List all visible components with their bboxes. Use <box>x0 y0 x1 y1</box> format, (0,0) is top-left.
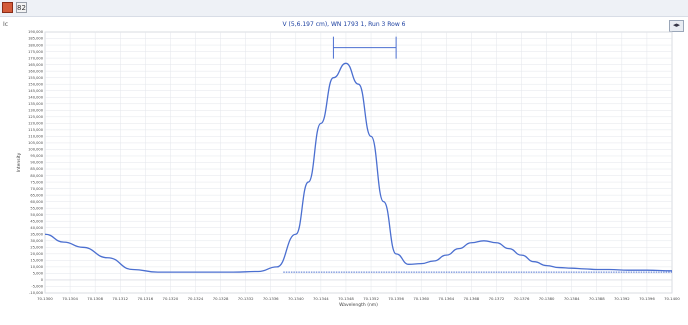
y-tick-label: 65,000 <box>30 193 43 197</box>
x-tick-label: 70.1316 <box>137 296 153 301</box>
y-tick-label: 105,000 <box>28 141 44 145</box>
y-tick-label: 40,000 <box>30 226 43 230</box>
x-tick-label: 70.1396 <box>639 296 655 301</box>
title-bar: 82 <box>0 0 688 17</box>
x-tick-label: 70.1300 <box>37 296 53 301</box>
app-icon[interactable] <box>2 2 13 13</box>
y-tick-label: 140,000 <box>28 95 44 99</box>
y-tick-label: 130,000 <box>28 109 44 113</box>
x-tick-label: 70.1360 <box>413 296 429 301</box>
y-tick-label: 70,000 <box>30 187 43 191</box>
x-tick-label: 70.1364 <box>438 296 454 301</box>
spectrum-line <box>44 62 673 273</box>
x-tick-label: 70.1348 <box>338 296 354 301</box>
y-tick-label: 25,000 <box>30 246 43 250</box>
x-axis-title: Wavelength (nm) <box>339 302 378 308</box>
y-tick-label: 160,000 <box>28 69 44 73</box>
y-tick-label: 20,000 <box>30 252 43 256</box>
y-tick-label: 0 <box>41 278 44 282</box>
nav-arrows-button[interactable]: ◂▸ <box>669 20 684 32</box>
y-tick-label: 155,000 <box>28 76 44 80</box>
x-tick-label: 70.1328 <box>213 296 229 301</box>
y-tick-label: 5,000 <box>33 272 44 276</box>
y-tick-label: 185,000 <box>28 37 44 41</box>
y-tick-label: 170,000 <box>28 56 44 60</box>
y-tick-label: 30,000 <box>30 239 43 243</box>
y-axis-title: Intensity <box>16 152 22 172</box>
x-tick-label: 70.1400 <box>664 296 680 301</box>
corner-label: Ic <box>3 21 9 28</box>
y-tick-label: 85,000 <box>30 167 43 171</box>
x-tick-label: 70.1372 <box>489 296 505 301</box>
x-tick-label: 70.1380 <box>539 296 555 301</box>
x-tick-label: 70.1332 <box>238 296 254 301</box>
x-tick-label: 70.1384 <box>564 296 580 301</box>
y-tick-label: 90,000 <box>30 161 43 165</box>
document-icon[interactable]: 82 <box>16 2 27 13</box>
y-tick-label: 80,000 <box>30 174 43 178</box>
x-tick-label: 70.1340 <box>288 296 304 301</box>
y-tick-label: 145,000 <box>28 89 44 93</box>
x-tick-label: 70.1376 <box>514 296 530 301</box>
x-tick-label: 70.1336 <box>263 296 279 301</box>
y-tick-label: -5,000 <box>31 285 43 289</box>
y-tick-label: -10,000 <box>29 291 44 295</box>
y-tick-label: 150,000 <box>28 82 44 86</box>
y-tick-label: 75,000 <box>30 180 43 184</box>
x-tick-label: 70.1312 <box>112 296 128 301</box>
y-tick-label: 125,000 <box>28 115 44 119</box>
y-tick-label: 35,000 <box>30 232 43 236</box>
y-tick-label: 165,000 <box>28 63 44 67</box>
y-tick-label: 115,000 <box>28 128 44 132</box>
y-tick-label: 190,000 <box>28 30 44 34</box>
x-tick-label: 70.1356 <box>388 296 404 301</box>
y-tick-label: 15,000 <box>30 259 43 263</box>
x-tick-label: 70.1392 <box>614 296 630 301</box>
y-tick-label: 10,000 <box>30 265 43 269</box>
y-tick-label: 135,000 <box>28 102 44 106</box>
x-tick-label: 70.1308 <box>87 296 103 301</box>
x-tick-label: 70.1388 <box>589 296 605 301</box>
x-tick-label: 70.1352 <box>363 296 379 301</box>
y-tick-label: 95,000 <box>30 154 43 158</box>
y-tick-label: 55,000 <box>30 206 43 210</box>
x-tick-label: 70.1320 <box>163 296 179 301</box>
x-tick-label: 70.1324 <box>188 296 204 301</box>
y-tick-label: 110,000 <box>28 135 44 139</box>
y-tick-label: 180,000 <box>28 43 44 47</box>
x-tick-label: 70.1368 <box>464 296 480 301</box>
y-tick-label: 50,000 <box>30 213 43 217</box>
y-tick-label: 120,000 <box>28 122 44 126</box>
plot-title: V (5,6.197 cm), WN 1793 1, Run 3 Row 6 <box>282 21 406 28</box>
y-tick-label: 45,000 <box>30 219 43 223</box>
x-tick-label: 70.1304 <box>62 296 78 301</box>
y-tick-label: 100,000 <box>28 148 44 152</box>
x-tick-label: 70.1344 <box>313 296 329 301</box>
y-tick-label: 175,000 <box>28 50 44 54</box>
y-tick-label: 60,000 <box>30 200 43 204</box>
